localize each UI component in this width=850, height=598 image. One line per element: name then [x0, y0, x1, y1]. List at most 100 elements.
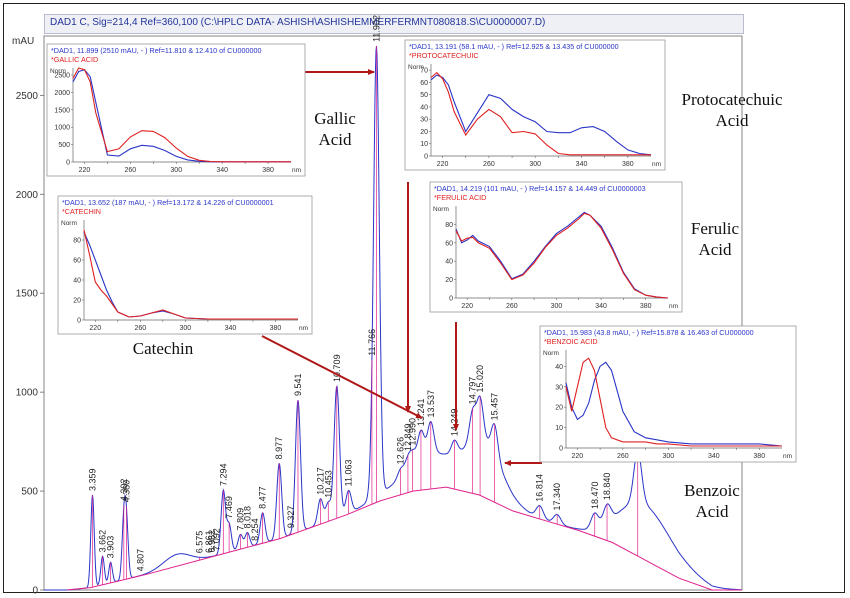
inset-protocatechuic-y-tick-label: 30: [420, 117, 428, 124]
inset-benzoic-acid-sample-line: [565, 361, 783, 447]
integration-baseline: [67, 486, 742, 591]
peak-retention-label: 4.380: [121, 480, 131, 503]
inset-catechin-y-tick-label: 40: [73, 278, 81, 285]
inset-ferulic-acid-x-tick-label: 340: [595, 303, 607, 310]
inset-benzoic-acid-y-tick-label: 30: [555, 384, 563, 391]
y-tick-label: 1000: [16, 388, 39, 399]
inset-benzoic-acid-y-tick-label: 20: [555, 405, 563, 412]
inset-protocatechuic-panel: [404, 39, 666, 171]
inset-benzoic-acid-unit-label: nm: [783, 453, 792, 460]
inset-catechin-y-tick-label: 0: [77, 318, 81, 325]
peak-retention-label: 18.840: [602, 473, 612, 501]
inset-ferulic-acid: *DAD1, 14.219 (101 mAU, - ) Ref=14.157 &…: [429, 181, 683, 313]
inset-protocatechuic-x-tick-label: 340: [576, 161, 588, 168]
peak-retention-label: 9.541: [293, 374, 303, 397]
label-benzoic-line2: Acid: [695, 502, 729, 521]
inset-catechin-y-tick-label: 80: [73, 238, 81, 245]
peak-retention-label: 8.254: [250, 518, 260, 541]
inset-catechin-panel: [57, 195, 313, 335]
peak-retention-label: 13.241: [416, 399, 426, 427]
inset-protocatechuic: *DAD1, 13.191 (58.1 mAU, - ) Ref=12.925 …: [404, 39, 666, 171]
inset-gallic-acid-norm-label: Norm: [50, 68, 66, 75]
inset-benzoic-acid-standard-line: [565, 357, 782, 447]
inset-protocatechuic-legend: *PROTOCATECHUIC: [409, 51, 479, 60]
chromatogram-plot-area: [43, 35, 743, 591]
inset-protocatechuic-x-tick-label: 300: [529, 161, 541, 168]
inset-protocatechuic-x-tick-label: 220: [437, 161, 449, 168]
inset-catechin-standard-line: [83, 229, 298, 320]
inset-protocatechuic-y-tick-label: 10: [420, 141, 428, 148]
peak-retention-label: 8.977: [274, 437, 284, 460]
inset-benzoic-acid-x-tick-label: 380: [753, 453, 765, 460]
inset-benzoic-acid-norm-label: Norm: [543, 350, 559, 357]
inset-ferulic-acid-legend: *FERULIC ACID: [434, 193, 486, 202]
y-tick-label: 0: [32, 586, 38, 597]
inset-gallic-acid-x-tick-label: 220: [79, 167, 91, 174]
inset-gallic-acid-y-tick-label: 2500: [54, 72, 70, 79]
label-benzoic-acid: Benzoic Acid: [672, 480, 752, 522]
inset-benzoic-acid-y-tick-label: 10: [555, 425, 563, 432]
chromatogram-header-text: DAD1 C, Sig=214,4 Ref=360,100 (C:\HPLC D…: [50, 17, 546, 28]
peak-retention-label: 6.861: [204, 530, 214, 553]
chromatogram-trace: [44, 45, 742, 591]
peak-retention-label: 12.849: [403, 423, 413, 451]
inset-protocatechuic-sample-line: [430, 74, 652, 156]
inset-catechin-legend: *CATECHIN: [62, 207, 101, 216]
inset-gallic-acid-standard-line: [72, 67, 291, 163]
peak-retention-label: 15.457: [490, 393, 500, 421]
peak-retention-label: 12.626: [396, 437, 406, 465]
inset-ferulic-acid-y-tick-label: 40: [445, 259, 453, 266]
inset-gallic-acid-y-tick-label: 0: [66, 160, 70, 167]
inset-protocatechuic-y-tick-label: 50: [420, 92, 428, 99]
inset-ferulic-acid-y-tick-label: 0: [449, 296, 453, 303]
inset-catechin-x-tick-label: 260: [134, 325, 146, 332]
peak-retention-label: 11.902: [371, 15, 381, 42]
peak-retention-label: 13.537: [426, 390, 436, 418]
label-catechin-line1: Catechin: [132, 339, 194, 358]
inset-gallic-acid-legend: *GALLIC ACID: [51, 55, 98, 64]
inset-ferulic-acid-standard-line: [455, 212, 669, 299]
inset-benzoic-acid-title: *DAD1, 15.983 (43.8 mAU, - ) Ref=15.878 …: [544, 328, 754, 337]
peak-retention-label: 7.092: [212, 528, 222, 551]
peak-retention-label: 4.302: [119, 479, 129, 502]
inset-ferulic-acid-norm-label: Norm: [433, 206, 449, 213]
inset-ferulic-acid-x-tick-label: 380: [640, 303, 652, 310]
y-tick-label: 500: [21, 487, 38, 498]
inset-catechin-x-tick-label: 300: [180, 325, 192, 332]
inset-ferulic-acid-x-tick-label: 260: [506, 303, 518, 310]
inset-protocatechuic-y-tick-label: 60: [420, 80, 428, 87]
inset-protocatechuic-y-tick-label: 20: [420, 129, 428, 136]
inset-ferulic-acid-y-tick-label: 60: [445, 240, 453, 247]
inset-gallic-acid-panel: [46, 43, 306, 177]
y-tick-label: 2500: [16, 91, 39, 102]
y-tick-label: 2000: [16, 190, 39, 201]
inset-ferulic-acid-panel: [429, 181, 683, 313]
label-ferulic-acid: Ferulic Acid: [680, 218, 750, 260]
peak-retention-label: 3.662: [98, 530, 108, 553]
peak-retention-label: 7.294: [218, 464, 228, 487]
inset-catechin-unit-label: nm: [299, 325, 308, 332]
inset-benzoic-acid-legend: *BENZOIC ACID: [544, 337, 598, 346]
inset-ferulic-acid-x-tick-label: 220: [461, 303, 473, 310]
label-benzoic-line1: Benzoic: [684, 481, 740, 500]
inset-ferulic-acid-x-tick-label: 300: [551, 303, 563, 310]
y-tick-label: 1500: [16, 289, 39, 300]
peak-retention-label: 6.962: [207, 530, 217, 553]
inset-benzoic-acid-x-tick-label: 260: [617, 453, 629, 460]
inset-benzoic-acid-x-tick-label: 220: [572, 453, 584, 460]
peak-retention-label: 17.340: [552, 483, 562, 511]
inset-gallic-acid: *DAD1, 11.899 (2510 mAU, - ) Ref=11.810 …: [46, 43, 306, 177]
inset-benzoic-acid-y-tick-label: 0: [559, 446, 563, 453]
inset-ferulic-acid-y-tick-label: 20: [445, 277, 453, 284]
peak-retention-label: 8.018: [242, 506, 252, 529]
peak-retention-label: 9.327: [286, 506, 296, 529]
chromatogram-header-bar: [44, 14, 744, 34]
inset-ferulic-acid-unit-label: nm: [669, 303, 678, 310]
inset-gallic-acid-unit-label: nm: [292, 167, 301, 174]
inset-catechin-x-tick-label: 340: [225, 325, 237, 332]
peak-retention-label: 15.020: [475, 365, 485, 393]
peak-retention-label: 3.359: [87, 468, 97, 491]
peak-retention-label: 8.477: [258, 486, 268, 509]
